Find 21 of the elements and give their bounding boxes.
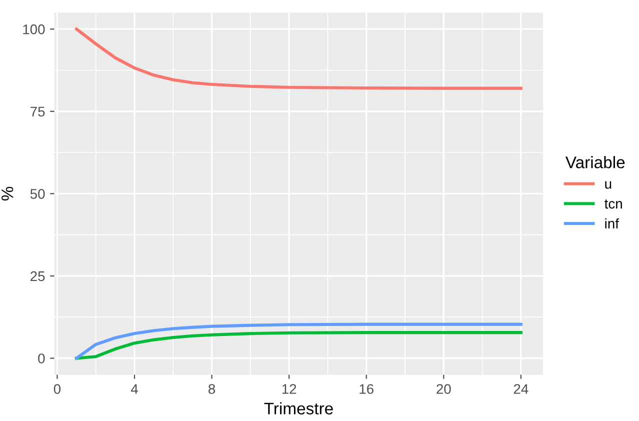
x-tick-label: 20	[436, 384, 451, 394]
legend-label: u	[605, 181, 612, 189]
y-tick-label: 25	[30, 271, 45, 282]
legend-title: Variable	[566, 156, 625, 168]
y-axis-title: %	[2, 186, 14, 200]
x-tick-label: 4	[130, 384, 138, 394]
y-tick-label: 50	[30, 188, 45, 199]
line-series	[75, 322, 522, 360]
legend-label: inf	[605, 218, 620, 228]
line-series	[75, 331, 522, 360]
y-tick-label: 75	[30, 106, 45, 117]
x-tick-label: 8	[208, 384, 216, 394]
x-tick-label: 16	[360, 384, 374, 394]
legend-label: tcn	[604, 200, 622, 209]
x-tick-label: 24	[514, 384, 528, 394]
x-axis-title: Trimestre	[264, 402, 333, 414]
x-tick-label: 12	[282, 384, 296, 394]
y-tick-label: 100	[23, 24, 45, 34]
y-tick-label: 0	[38, 354, 45, 364]
line-series	[75, 28, 522, 90]
x-tick-label: 0	[54, 384, 61, 394]
